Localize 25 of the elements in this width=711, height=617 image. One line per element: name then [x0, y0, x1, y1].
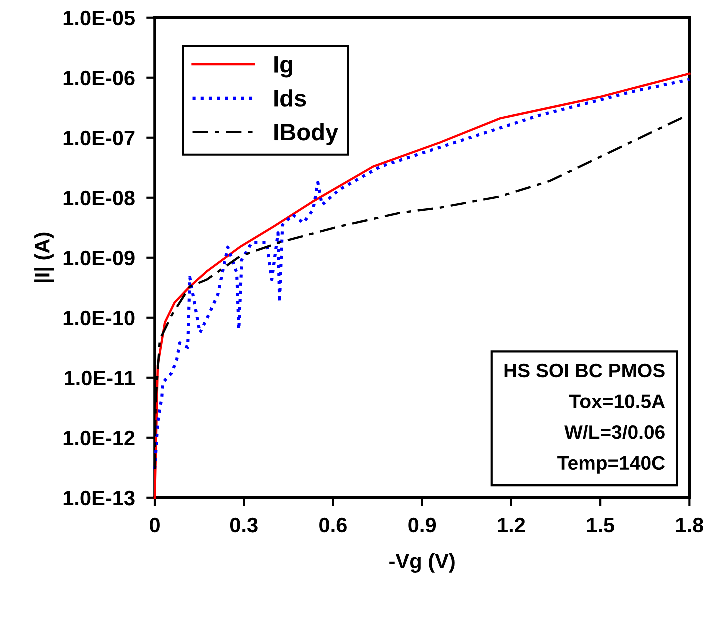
legend-label: Ig [274, 56, 292, 78]
y-axis-title: |I| (A) [34, 232, 54, 282]
y-tick-label: 1.0E-06 [64, 70, 135, 86]
annotation: HS SOI BC PMOS [504, 364, 665, 378]
annotation: Tox=10.5A [569, 394, 666, 408]
x-tick-label: 0.9 [408, 518, 436, 533]
y-tick-label: 1.0E-09 [64, 250, 135, 266]
legend-label: Ids [274, 90, 306, 107]
x-tick-label: 1.5 [587, 518, 614, 533]
annotation: W/L=3/0.06 [564, 424, 665, 440]
y-tick-label: 1.0E-13 [64, 490, 135, 506]
x-tick-label: 0.3 [230, 518, 258, 533]
x-tick-label: 0.6 [320, 518, 347, 533]
x-tick-label: 1.2 [498, 518, 526, 532]
y-tick-label: 1.0E-10 [64, 310, 135, 326]
x-tick-label: 1.8 [676, 518, 704, 533]
y-tick-label: 1.0E-05 [64, 10, 135, 26]
y-tick-label: 1.0E-07 [64, 130, 135, 146]
y-tick-label: 1.0E-08 [64, 190, 135, 206]
annotation: Temp=140C [558, 456, 666, 474]
x-axis-title: -Vg (V) [390, 553, 455, 573]
y-tick-label: 1.0E-11 [65, 370, 135, 386]
x-tick-label: 0 [150, 518, 160, 533]
y-tick-label: 1.0E-12 [64, 430, 135, 446]
legend-label: IBody [274, 123, 339, 146]
